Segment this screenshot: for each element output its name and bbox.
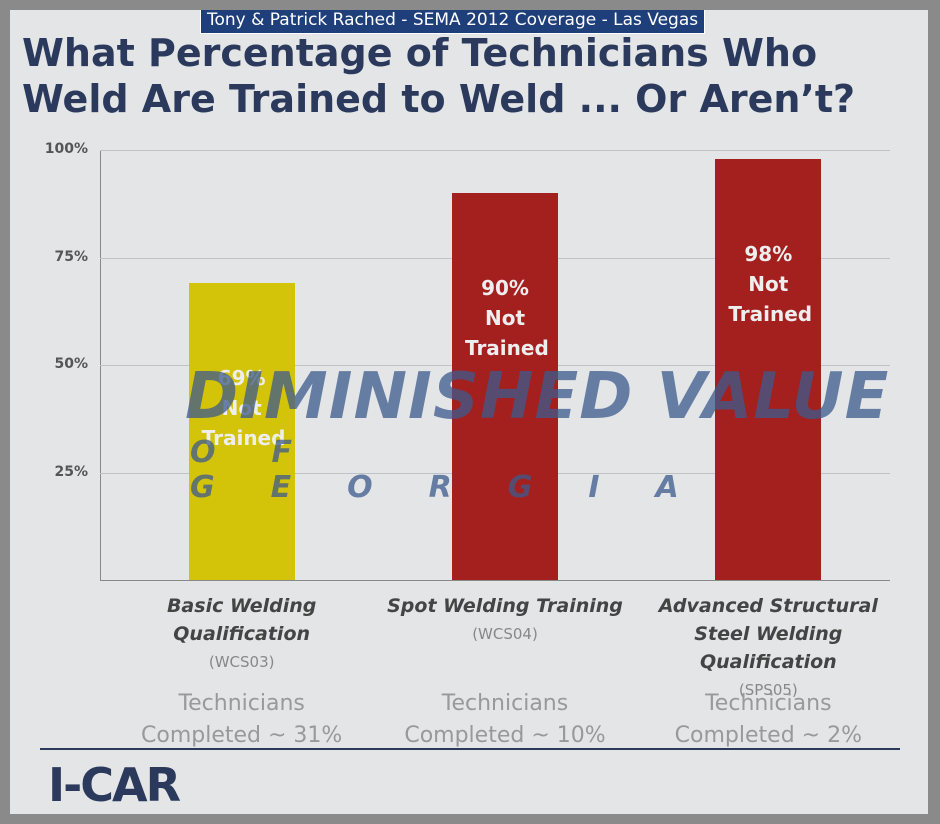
category-code: (WCS04) [472, 625, 538, 643]
footnote: Technicians Completed ~ 10% [404, 691, 606, 748]
bar: 90% Not Trained [452, 193, 558, 580]
grid-line [100, 150, 890, 151]
bar: 98% Not Trained [715, 158, 822, 580]
y-tick-label: 50% [54, 356, 88, 372]
bar-note: Not Trained [465, 306, 549, 360]
bar-label: 69% Not Trained [189, 363, 295, 453]
watermark: OF GEORGIA [190, 435, 735, 505]
banner: Tony & Patrick Rached - SEMA 2012 Covera… [200, 10, 706, 34]
category-label: Spot Welding Training (WCS04) [365, 592, 645, 648]
y-tick-label: 75% [54, 248, 88, 265]
chart-title: What Percentage of Technicians Who Weld … [22, 31, 856, 121]
value-label: 90% [481, 276, 529, 300]
bar: 69% Not Trained [188, 283, 295, 580]
y-tick-label: 25% [54, 463, 88, 480]
value-label: 98% [744, 241, 793, 266]
bar-note: Not Trained [728, 271, 813, 326]
logo: I-CAR [48, 758, 181, 812]
x-axis [100, 580, 890, 581]
slide: What Percentage of Technicians Who Weld … [10, 10, 928, 814]
footnote: Technicians Completed ~ 2% [674, 691, 862, 748]
bar-label: 90% Not Trained [452, 273, 558, 363]
category-code: (SPS05) [738, 681, 798, 699]
footnote: Technicians Completed ~ 31% [141, 691, 343, 748]
x-tick-label: Basic Welding Qualification [166, 595, 317, 645]
watermark: DIMINISHED VALUE [185, 360, 890, 434]
category-label: Basic Welding Qualification (WCS03) [102, 592, 382, 676]
category-label: Advanced Structural Steel Welding Qualif… [628, 592, 908, 704]
value-label: 69% [217, 366, 266, 391]
category-code: (WCS03) [208, 653, 275, 671]
x-tick-label: Advanced Structural Steel Welding Qualif… [658, 595, 878, 673]
x-tick-label: Spot Welding Training [387, 595, 623, 617]
bar-note: Not Trained [201, 396, 286, 451]
divider [40, 748, 900, 750]
y-tick-label: 100% [44, 141, 88, 157]
bar-label: 98% Not Trained [715, 239, 821, 329]
